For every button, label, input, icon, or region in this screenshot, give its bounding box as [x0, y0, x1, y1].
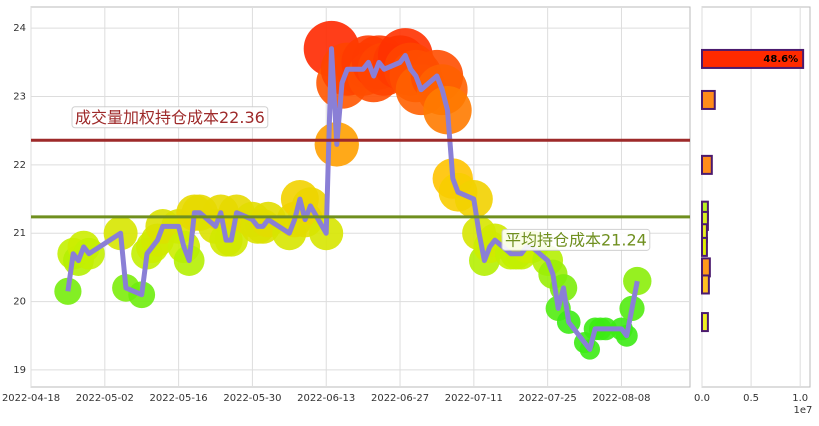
y-tick-label: 22	[13, 160, 26, 171]
price-bubble	[623, 266, 652, 296]
x-tick-label: 0.5	[743, 393, 759, 404]
x-tick-label: 2022-05-02	[76, 393, 134, 404]
axis-offset-label: 1e7	[794, 405, 813, 416]
x-tick-label: 2022-06-13	[297, 393, 355, 404]
side-plot-frame	[701, 6, 811, 388]
price-line	[65, 46, 640, 352]
y-tick-label: 24	[13, 23, 26, 34]
x-tick-label: 1.0	[792, 393, 808, 404]
cost-annotation: 成交量加权持仓成本22.36	[75, 108, 265, 127]
bar	[701, 89, 716, 110]
y-tick-label: 20	[13, 297, 26, 308]
bar	[701, 236, 708, 257]
x-tick-label: 2022-04-18	[2, 393, 60, 404]
x-tick-label: 2022-08-08	[592, 393, 650, 404]
y-tick-label: 21	[13, 228, 26, 239]
bar	[701, 257, 711, 278]
annotation-box	[71, 106, 269, 129]
y-tick-label: 23	[13, 92, 26, 103]
bar	[701, 154, 713, 175]
bar	[701, 312, 709, 333]
bar-label: 48.6%	[763, 54, 798, 65]
bar	[701, 274, 710, 295]
x-tick-label: 2022-07-25	[519, 393, 577, 404]
price-bubble	[54, 277, 82, 305]
x-tick-label: 2022-06-27	[371, 393, 429, 404]
cost-annotation: 平均持仓成本21.24	[505, 230, 647, 249]
y-tick-label: 19	[13, 365, 26, 376]
x-tick-label: 2022-07-11	[445, 393, 503, 404]
annotation-box	[501, 228, 651, 251]
x-tick-label: 2022-05-16	[150, 393, 208, 404]
overlay: 成交量加权持仓成本22.36 平均持仓成本21.24 48.6%	[31, 46, 798, 352]
x-tick-label: 2022-05-30	[223, 393, 281, 404]
x-tick-label: 0.0	[694, 393, 710, 404]
bar	[701, 48, 805, 69]
